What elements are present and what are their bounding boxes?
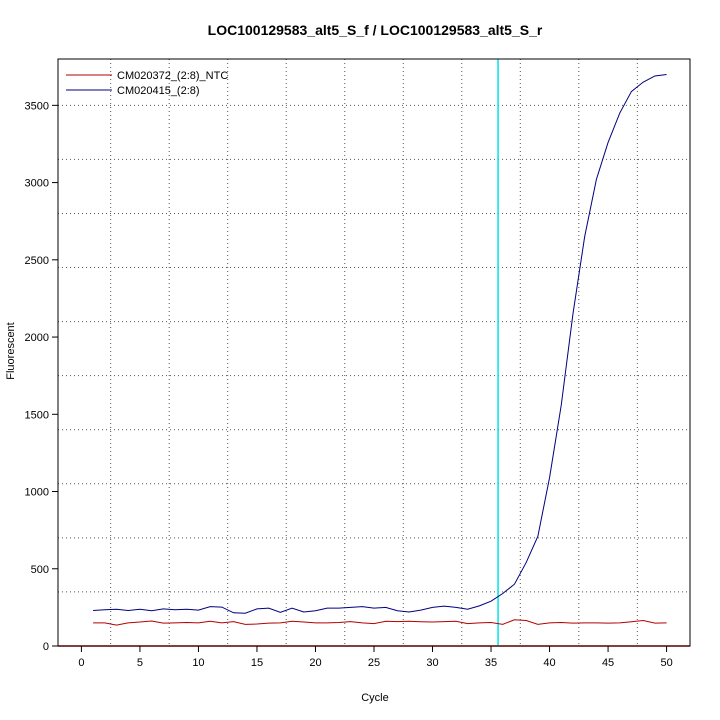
- legend: CM020372_(2:8)_NTC CM020415_(2:8): [66, 70, 228, 97]
- x-tick-label: 5: [137, 657, 143, 669]
- x-tick-label: 50: [660, 657, 672, 669]
- y-tick-label: 2000: [25, 332, 49, 344]
- legend-label: CM020415_(2:8): [117, 85, 200, 97]
- y-tick-label: 3000: [25, 178, 49, 190]
- series-line-2: [93, 73, 667, 614]
- x-tick-label: 15: [251, 657, 263, 669]
- plot-frame: [57, 58, 691, 647]
- x-tick-label: 20: [309, 657, 321, 669]
- y-tick-label: 0: [43, 641, 49, 653]
- x-tick-label: 25: [368, 657, 380, 669]
- reference-lines: [58, 59, 690, 647]
- y-tick-label: 500: [31, 564, 49, 576]
- grid: [58, 59, 690, 646]
- x-tick-label: 0: [78, 657, 84, 669]
- y-tick-label: 1000: [25, 487, 49, 499]
- y-tick-label: 3500: [25, 100, 49, 112]
- x-tick-label: 10: [192, 657, 204, 669]
- y-tick-label: 1500: [25, 409, 49, 421]
- legend-label: CM020372_(2:8)_NTC: [117, 70, 228, 82]
- x-tick-label: 35: [485, 657, 497, 669]
- x-tick-label: 40: [543, 657, 555, 669]
- series-line-1: [93, 619, 667, 626]
- series-lines: [93, 73, 667, 626]
- y-axis-label: Fluorescent: [5, 322, 17, 379]
- axes: 0 5 10 15 20 25 30 35 40 45 5005001000150020002500…: [25, 58, 691, 669]
- x-tick-label: 30: [426, 657, 438, 669]
- y-tick-label: 2500: [25, 255, 49, 267]
- chart-title: LOC100129583_alt5_S_f / LOC100129583_alt…: [208, 22, 543, 38]
- x-axis-label: Cycle: [361, 692, 389, 704]
- x-tick-label: 45: [602, 657, 614, 669]
